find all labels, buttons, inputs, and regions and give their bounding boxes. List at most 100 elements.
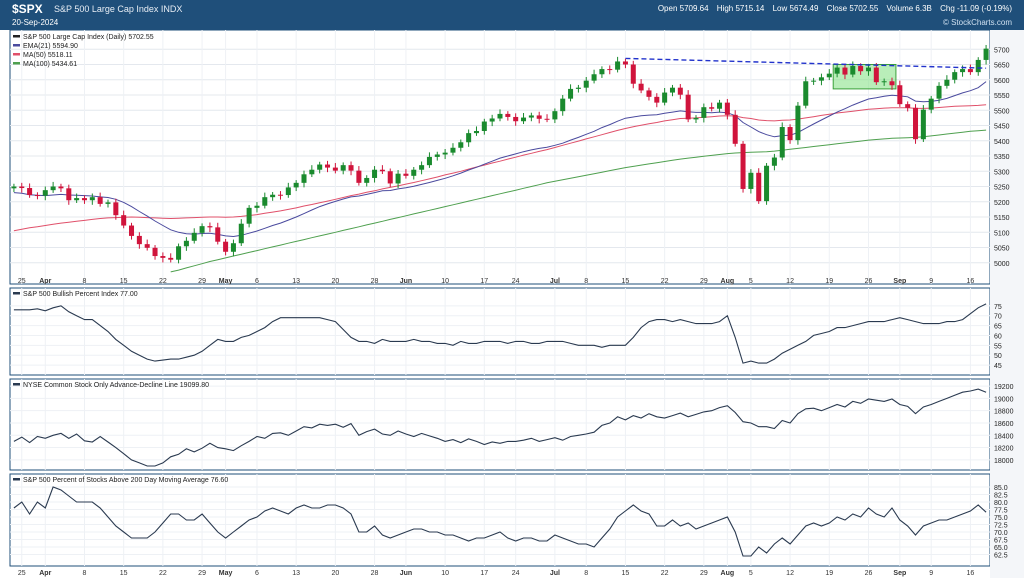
indicator-line-3 — [13, 486, 987, 557]
x-axis-label: 5 — [749, 278, 753, 285]
x-axis-label: 22 — [661, 278, 669, 285]
candle-up — [850, 66, 856, 75]
candle-down — [724, 102, 730, 115]
candle-up — [183, 240, 189, 247]
legend-label-0: S&P 500 Large Cap Index (Daily) 5702.55 — [23, 34, 154, 41]
candle-down — [638, 83, 644, 91]
candle-down — [897, 85, 903, 105]
candle-up — [528, 115, 534, 118]
candle-down — [536, 115, 542, 119]
resistance-line — [625, 57, 987, 69]
candle-up — [309, 169, 315, 175]
indicator-title-1: S&P 500 Bullish Percent Index 77.00 — [23, 291, 138, 298]
candle-down — [732, 114, 738, 144]
close-price: Close 5702.55 — [826, 4, 879, 13]
price-axis-strip — [990, 30, 1024, 578]
bottom-x-axis-label: Jun — [400, 570, 412, 577]
ma50-line — [13, 104, 987, 232]
candle-up — [317, 164, 323, 170]
candle-up — [865, 67, 871, 72]
indicator-y-tick-label: 18000 — [994, 458, 1014, 465]
candle-up — [779, 127, 785, 158]
bottom-x-axis-label: Sep — [893, 570, 906, 577]
candle-down — [622, 61, 628, 65]
candle-up — [11, 186, 17, 189]
candle-down — [97, 197, 103, 204]
indicator-y-tick-label: 55 — [994, 343, 1002, 350]
candle-down — [842, 67, 848, 75]
legend-label-1: EMA(21) 5594.90 — [23, 43, 78, 50]
bottom-x-axis-label: 15 — [622, 570, 630, 577]
candle-up — [50, 186, 56, 191]
candle-down — [607, 69, 613, 71]
candle-down — [144, 244, 150, 248]
candle-up — [701, 107, 707, 118]
candle-down — [129, 225, 135, 236]
candle-up — [497, 113, 503, 119]
bottom-x-axis-label: 26 — [865, 570, 873, 577]
candle-up — [293, 182, 299, 188]
candle-up — [364, 177, 370, 183]
low-price: Low 5674.49 — [772, 4, 819, 13]
candle-up — [560, 98, 566, 112]
main-y-tick-label: 5600 — [994, 78, 1010, 85]
x-axis-label: 17 — [480, 278, 488, 285]
candle-up — [936, 85, 942, 99]
candle-up — [960, 69, 966, 73]
bottom-x-axis-label: 5 — [749, 570, 753, 577]
x-axis-label: Aug — [721, 278, 735, 285]
candle-down — [513, 116, 519, 122]
main-y-tick-label: 5300 — [994, 169, 1010, 176]
main-y-tick-label: 5000 — [994, 261, 1010, 268]
candle-down — [709, 107, 715, 109]
candle-down — [505, 113, 511, 117]
change: Chg -11.09 (-0.19%) — [940, 4, 1012, 13]
volume: Volume 6.3B — [886, 4, 932, 13]
main-y-tick-label: 5200 — [994, 200, 1010, 207]
candle-up — [254, 205, 260, 208]
bottom-x-axis-label: 25 — [18, 570, 26, 577]
candle-up — [246, 207, 252, 224]
candle-up — [818, 77, 824, 81]
candle-up — [748, 172, 754, 189]
candle-up — [583, 80, 589, 88]
candle-down — [121, 215, 127, 226]
candle-up — [944, 79, 950, 86]
bottom-x-axis-label: 16 — [967, 570, 975, 577]
legend-swatch — [13, 53, 20, 56]
chart-date: 20-Sep-2024 — [12, 18, 59, 27]
panel-frame-3 — [9, 473, 991, 567]
bottom-x-axis-label: 8 — [584, 570, 588, 577]
candle-down — [19, 186, 25, 189]
candle-up — [458, 142, 464, 148]
bottom-x-axis-label: 6 — [255, 570, 259, 577]
bottom-x-axis-label: 20 — [331, 570, 339, 577]
main-y-tick-label: 5700 — [994, 47, 1010, 54]
legend-swatch — [13, 62, 20, 65]
bottom-x-axis-label: 28 — [371, 570, 379, 577]
panel-frame-2 — [9, 378, 991, 471]
indicator-y-tick-label: 70 — [994, 314, 1002, 321]
candle-up — [662, 92, 668, 103]
indicator-y-tick-label: 80.0 — [994, 500, 1008, 507]
candle-up — [466, 133, 472, 143]
legend-label-3: MA(100) 5434.61 — [23, 61, 77, 68]
candle-up — [795, 105, 801, 141]
bottom-x-axis-label: 8 — [83, 570, 87, 577]
bottom-x-axis-label: 24 — [512, 570, 520, 577]
candle-up — [568, 88, 574, 99]
indicator-y-tick-label: 60 — [994, 333, 1002, 340]
candle-up — [473, 130, 479, 134]
main-y-tick-label: 5450 — [994, 124, 1010, 131]
indicator-legend-swatch — [13, 292, 20, 295]
candle-up — [42, 190, 48, 196]
panel-frame-0 — [9, 30, 991, 285]
candle-down — [905, 104, 911, 108]
x-axis-label: 29 — [700, 278, 708, 285]
candle-up — [928, 98, 934, 110]
index-name: S&P 500 Large Cap Index INDX — [54, 4, 183, 14]
panel-frame-1 — [9, 287, 991, 376]
candle-up — [881, 81, 887, 83]
candle-up — [481, 121, 487, 131]
candle-up — [74, 198, 80, 201]
